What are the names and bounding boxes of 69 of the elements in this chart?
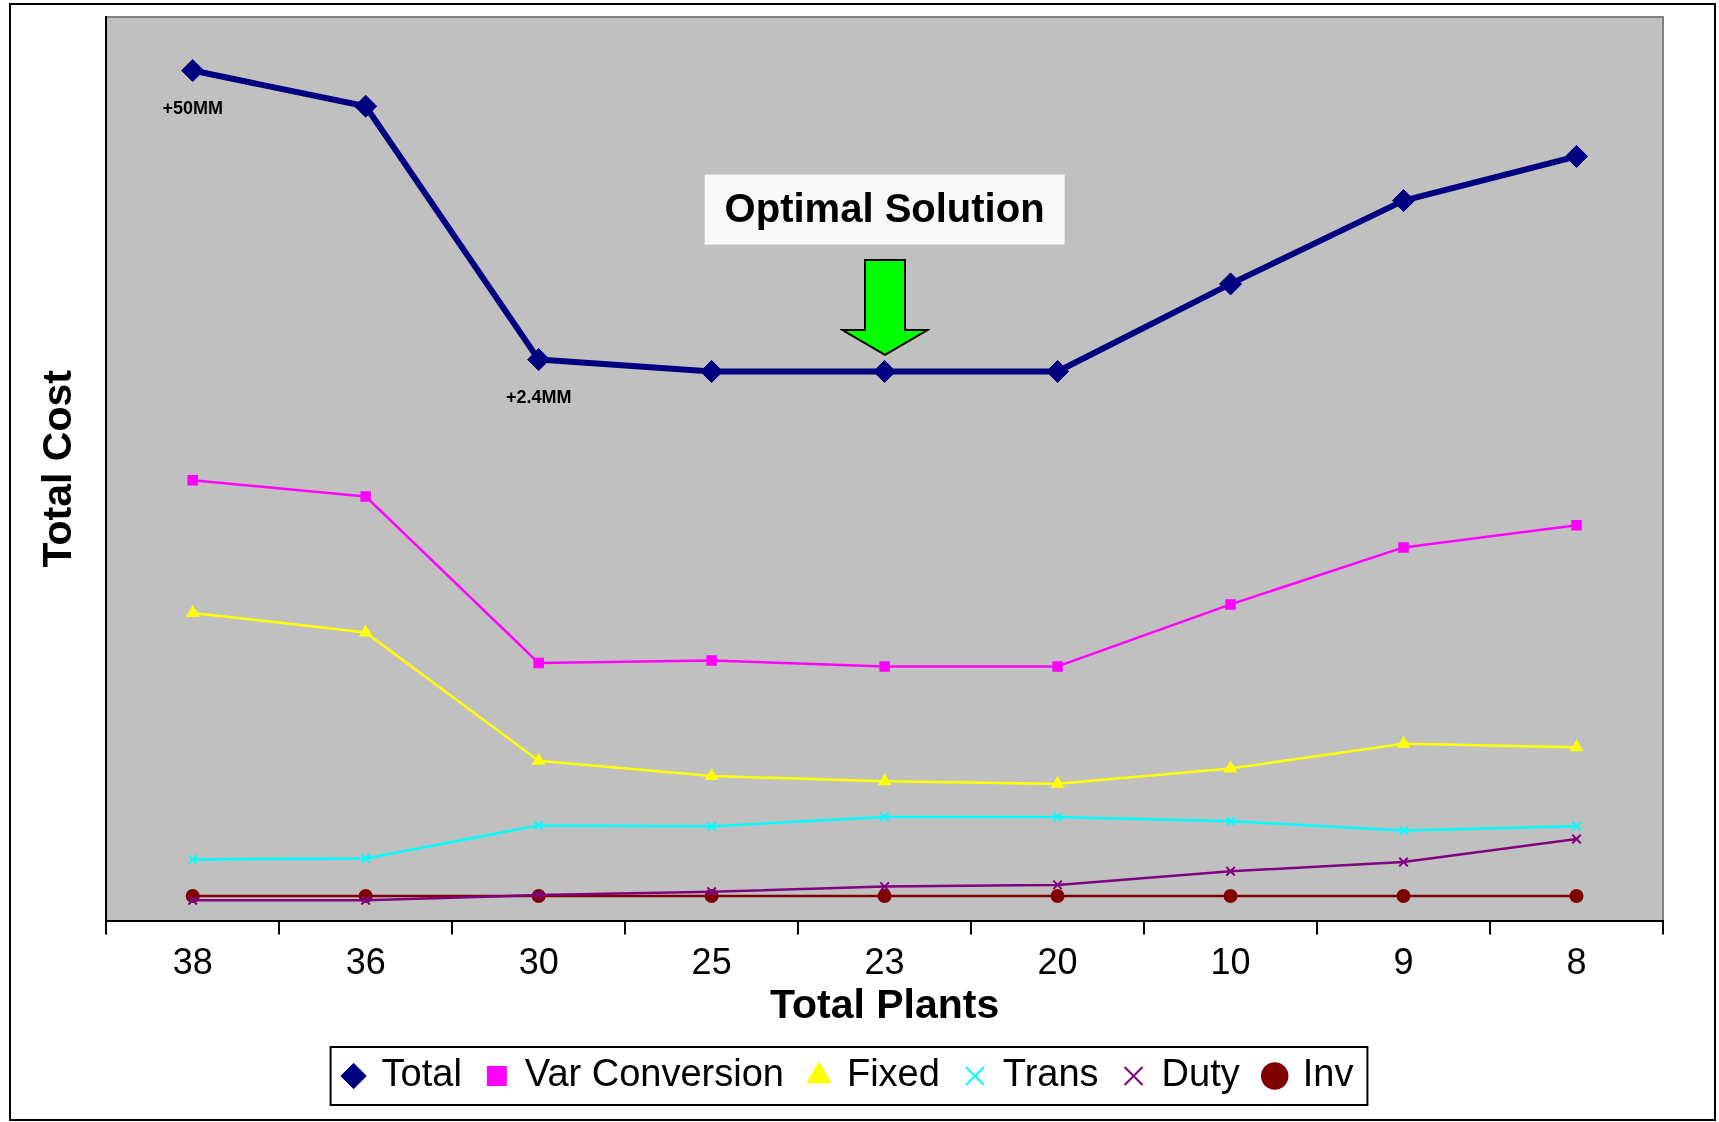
point: [700, 359, 724, 383]
point: [1398, 825, 1409, 836]
point: [527, 348, 551, 372]
point: [877, 888, 892, 903]
point: [1050, 888, 1065, 903]
point: [187, 894, 198, 906]
point: [187, 475, 198, 486]
x-tick-label: 36: [345, 941, 386, 983]
point: [360, 491, 371, 502]
point: [533, 657, 544, 669]
point: [1398, 542, 1409, 553]
point: [706, 655, 717, 666]
point: [1398, 856, 1409, 868]
point: [1052, 879, 1063, 891]
x-tick-label: 10: [1210, 941, 1251, 983]
point: [706, 821, 717, 832]
point: [1219, 272, 1243, 296]
point: [706, 886, 717, 897]
legend-label: Fixed: [846, 1052, 940, 1095]
point: [1051, 776, 1064, 788]
x-tick-label: 9: [1393, 941, 1414, 983]
x-tick-label: 23: [864, 941, 905, 983]
x-tick-label: 38: [172, 941, 213, 983]
x-tick-label: 8: [1566, 941, 1587, 983]
legend-label: Trans: [1002, 1052, 1099, 1095]
point: [1225, 815, 1236, 827]
point: [1571, 520, 1582, 531]
legend-label: Duty: [1161, 1052, 1240, 1095]
point: [181, 59, 205, 83]
x-axis-title: Total Plants: [769, 980, 1000, 1027]
point: [1392, 189, 1416, 213]
point: [1046, 359, 1070, 383]
point: [359, 625, 372, 637]
y-axis-title: Total Cost: [33, 369, 80, 568]
x-tick-label: 30: [518, 941, 559, 983]
point: [873, 359, 897, 383]
point: [187, 854, 198, 865]
point: [186, 605, 199, 617]
legend-label: Var Conversion: [524, 1052, 784, 1095]
point: [879, 881, 890, 892]
annotation: +50MM: [162, 97, 223, 118]
point: [1052, 811, 1063, 823]
point: [1397, 736, 1410, 748]
legend-label: Total: [381, 1052, 462, 1095]
point: [1225, 866, 1236, 877]
point: [1571, 821, 1582, 832]
point: [1225, 599, 1236, 610]
point: [533, 820, 544, 831]
point: [879, 811, 890, 823]
point: [878, 774, 891, 786]
point: [1223, 888, 1238, 903]
x-tick-label: 20: [1037, 941, 1078, 983]
point: [1570, 740, 1583, 752]
point: [1396, 888, 1411, 903]
point: [354, 94, 378, 118]
x-tick-label: 25: [691, 941, 732, 983]
point: [705, 769, 718, 781]
point: [360, 894, 371, 906]
point: [879, 661, 890, 672]
point: [1052, 661, 1063, 672]
legend-label: Inv: [1302, 1052, 1354, 1095]
annotation: +2.4MM: [505, 386, 572, 407]
point: [360, 853, 371, 864]
point: [1224, 761, 1237, 773]
point: [532, 753, 545, 765]
annotation: Optimal Solution: [724, 186, 1045, 231]
point: [1569, 888, 1584, 903]
point: [1565, 144, 1589, 168]
point: [1571, 833, 1582, 845]
